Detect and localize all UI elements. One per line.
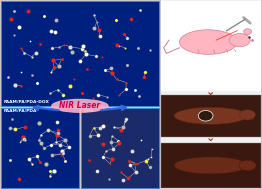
Ellipse shape bbox=[244, 29, 252, 34]
Text: ⌄: ⌄ bbox=[206, 87, 216, 97]
Ellipse shape bbox=[229, 34, 250, 47]
FancyBboxPatch shape bbox=[81, 108, 159, 188]
FancyBboxPatch shape bbox=[1, 108, 79, 188]
Text: DOX: DOX bbox=[83, 109, 94, 113]
Text: NIR Laser: NIR Laser bbox=[59, 101, 100, 110]
Ellipse shape bbox=[240, 110, 255, 120]
Circle shape bbox=[198, 110, 213, 121]
FancyBboxPatch shape bbox=[161, 94, 261, 137]
Text: PAAM/PA/PDA: PAAM/PA/PDA bbox=[3, 109, 37, 113]
Text: PAAM/PA/PDA-DOX: PAAM/PA/PDA-DOX bbox=[3, 100, 49, 104]
FancyBboxPatch shape bbox=[161, 1, 261, 91]
Ellipse shape bbox=[174, 157, 248, 174]
FancyBboxPatch shape bbox=[161, 0, 261, 189]
Ellipse shape bbox=[179, 30, 237, 54]
Ellipse shape bbox=[239, 160, 256, 170]
Ellipse shape bbox=[174, 107, 248, 124]
FancyBboxPatch shape bbox=[161, 143, 261, 188]
Text: ⌄: ⌄ bbox=[206, 133, 216, 143]
Ellipse shape bbox=[51, 99, 109, 113]
FancyBboxPatch shape bbox=[1, 1, 159, 106]
